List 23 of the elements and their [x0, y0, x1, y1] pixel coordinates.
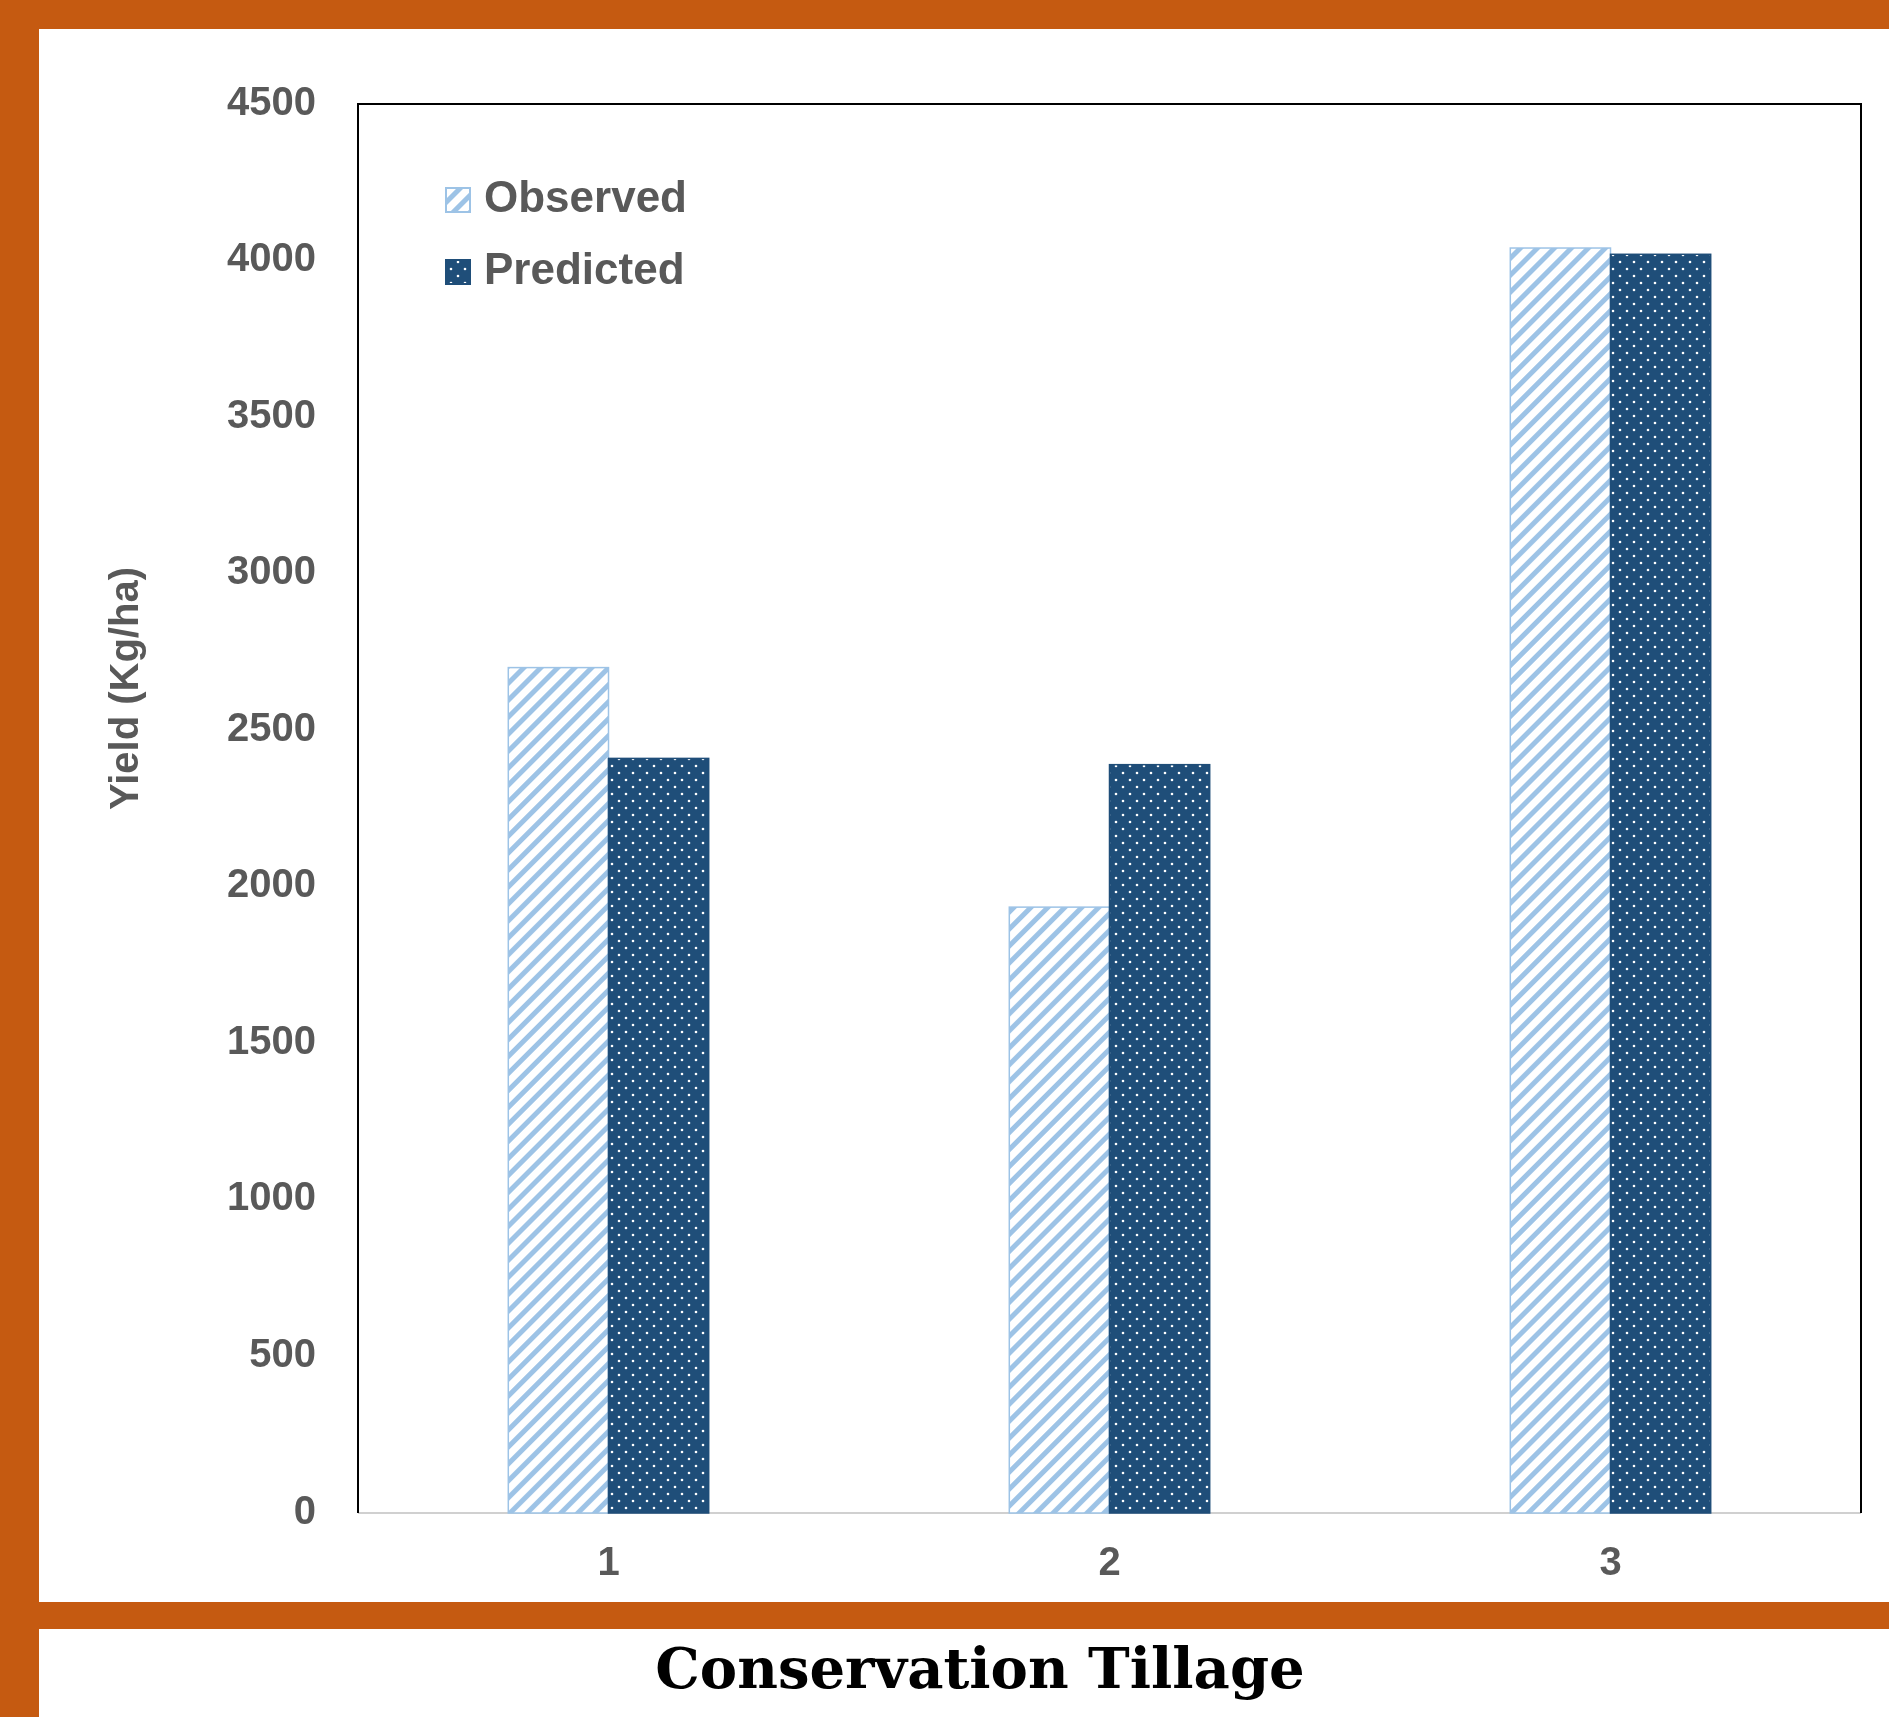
y-tick-label: 1000 — [227, 1174, 316, 1219]
y-tick-label: 3000 — [227, 548, 316, 593]
x-tick-label: 3 — [1599, 1539, 1622, 1583]
bar — [607, 757, 710, 1514]
x-tick-label: 2 — [1098, 1539, 1121, 1583]
bar — [1609, 253, 1712, 1514]
y-tick-label: 2000 — [227, 861, 316, 906]
text: Conservation Tillage — [655, 1635, 1305, 1701]
y-axis-title: Yield (Kg/ha) — [102, 567, 146, 810]
bar — [507, 666, 610, 1514]
y-tick-label: 4500 — [227, 78, 316, 123]
y-tick-label: 4000 — [227, 235, 316, 280]
y-tick-label: 0 — [293, 1487, 316, 1532]
legend-label: Observed — [484, 171, 687, 221]
legend-label: Predicted — [484, 243, 685, 293]
bar — [1008, 906, 1111, 1514]
y-tick-label: 500 — [249, 1331, 316, 1376]
bar — [1108, 763, 1211, 1514]
y-tick-label: 1500 — [227, 1017, 316, 1062]
y-tick-label: 2500 — [227, 704, 316, 749]
x-tick-label: 1 — [597, 1539, 620, 1583]
bar — [1509, 247, 1612, 1514]
y-tick-label: 3500 — [227, 391, 316, 436]
